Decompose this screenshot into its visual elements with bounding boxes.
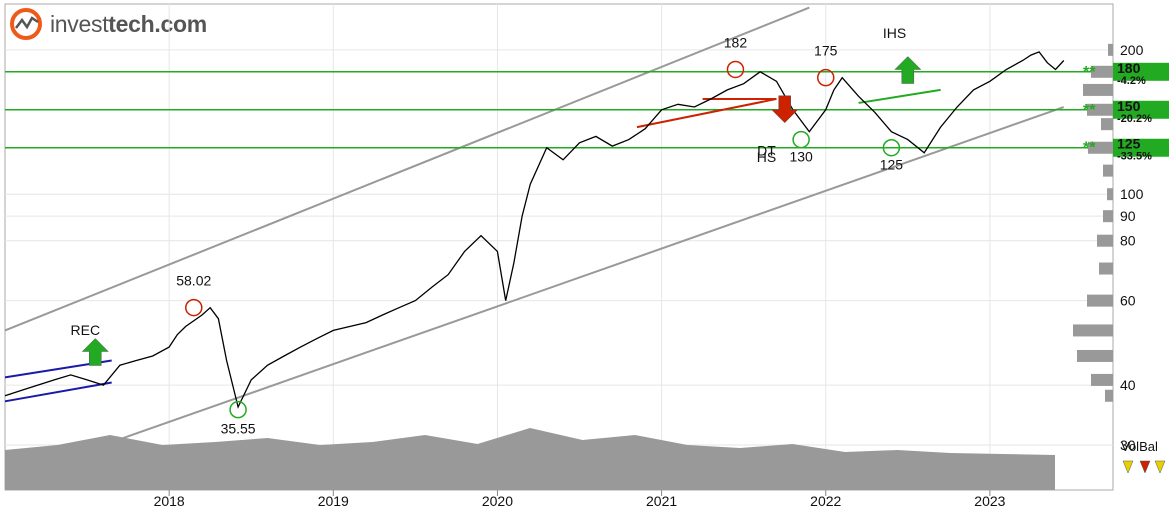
extreme-point-circle — [792, 130, 810, 149]
volbal-arrow-down — [1139, 460, 1151, 474]
volume-profile-bar — [1099, 262, 1113, 275]
annotation-35.55: 35.55 — [221, 421, 256, 437]
volume-profile-bar — [1091, 65, 1113, 78]
level-value-180: 180 — [1117, 60, 1141, 76]
dt-pattern-line — [636, 97, 777, 129]
level-label-box-125 — [1113, 138, 1169, 157]
annotation-182: 182 — [724, 34, 748, 50]
x-axis: 2018 2019 2020 2021 2022 2023 — [154, 490, 1006, 509]
annotation-58.02: 58.02 — [176, 273, 211, 289]
ihs-neckline — [858, 88, 941, 104]
buy-signal-arrow-rec — [81, 338, 109, 366]
annotation-IHS: IHS — [883, 25, 906, 41]
volume-profile-bar — [1105, 389, 1113, 402]
volume-area-fill — [5, 428, 1055, 490]
volume-profile-bar — [1077, 349, 1113, 362]
annotation-130: 130 — [789, 149, 813, 165]
x-tick-label: 2023 — [974, 493, 1005, 509]
y-tick-label: 80 — [1120, 233, 1136, 249]
volume-profile — [1073, 43, 1166, 474]
extreme-point-circle — [726, 60, 745, 79]
signals — [81, 56, 922, 366]
y-tick-label: 30 — [1120, 437, 1136, 453]
annotation-175: 175 — [814, 43, 838, 59]
y-tick-label: 90 — [1120, 208, 1136, 224]
investtech-logo: investtech.com — [8, 6, 238, 42]
level-marker-125: ** — [1083, 140, 1096, 157]
extreme-point-circle — [229, 400, 247, 419]
y-tick-label: 100 — [1120, 186, 1144, 202]
annotation-125: 125 — [880, 157, 904, 173]
x-tick-label: 2020 — [482, 493, 513, 509]
channel-lower — [103, 106, 1065, 446]
level-pct-180: -4.2% — [1117, 75, 1146, 87]
level-label-box-180 — [1113, 62, 1169, 81]
level-pct-125: -33.5% — [1117, 151, 1152, 163]
volume-profile-bar — [1101, 118, 1113, 131]
channel-upper — [4, 6, 810, 332]
volume-profile-bar — [1073, 324, 1113, 337]
logo-text: investtech.com — [50, 11, 207, 37]
level-pct-150: -20.2% — [1117, 113, 1152, 125]
level-label-box-150 — [1113, 100, 1169, 119]
volbal-arrow-up — [1122, 460, 1134, 474]
x-tick-label: 2018 — [154, 493, 185, 509]
y-tick-label: 40 — [1120, 377, 1136, 393]
volume-profile-bar — [1103, 210, 1113, 223]
annotation-DT: DT — [757, 143, 776, 159]
volume-profile-bar — [1087, 294, 1113, 307]
rect-pattern-bottom — [4, 381, 112, 403]
patterns — [4, 88, 941, 403]
volume-profile-bar — [1103, 164, 1113, 177]
volume-profile-bar — [1083, 83, 1113, 96]
plot-frame — [4, 3, 1114, 491]
level-labels: 180-4.2% ** 150-20.2% ** 125-33.5% ** — [1083, 60, 1169, 163]
sell-signal-arrow-dt — [771, 95, 799, 124]
x-tick-label: 2022 — [810, 493, 841, 509]
annotation-REC: REC — [71, 322, 101, 338]
volume-profile-bar — [1091, 373, 1113, 386]
volume-profile-bar — [1108, 43, 1113, 56]
volume-area — [5, 428, 1055, 490]
annotation-HS: HS — [757, 149, 776, 165]
y-axis: 200 100 90 80 60 40 30 — [1120, 42, 1144, 453]
x-tick-label: 2019 — [318, 493, 349, 509]
grid — [4, 3, 1114, 491]
level-marker-150: ** — [1083, 102, 1096, 119]
extreme-point-circle — [882, 138, 901, 157]
volbal-arrow-side — [1154, 460, 1166, 474]
extreme-point-circle — [185, 298, 203, 317]
level-value-150: 150 — [1117, 98, 1141, 114]
volume-profile-bar — [1087, 103, 1113, 116]
price-line — [4, 51, 1065, 409]
support-resistance-levels — [5, 71, 1103, 149]
level-value-125: 125 — [1117, 136, 1141, 152]
trend-channel — [4, 6, 1065, 446]
y-tick-label: 60 — [1120, 293, 1136, 309]
price-series — [4, 51, 1065, 409]
logo-icon — [10, 8, 42, 40]
x-tick-label: 2021 — [646, 493, 677, 509]
volume-profile-bar — [1088, 141, 1113, 154]
y-tick-label: 200 — [1120, 42, 1144, 58]
volbal-label: VolBal — [1121, 439, 1158, 454]
volume-profile-bar — [1097, 234, 1113, 247]
level-marker-180: ** — [1083, 64, 1096, 81]
volume-profile-bar — [1107, 188, 1113, 201]
buy-signal-arrow-ihs — [894, 56, 922, 84]
extreme-point-circle — [816, 68, 835, 87]
